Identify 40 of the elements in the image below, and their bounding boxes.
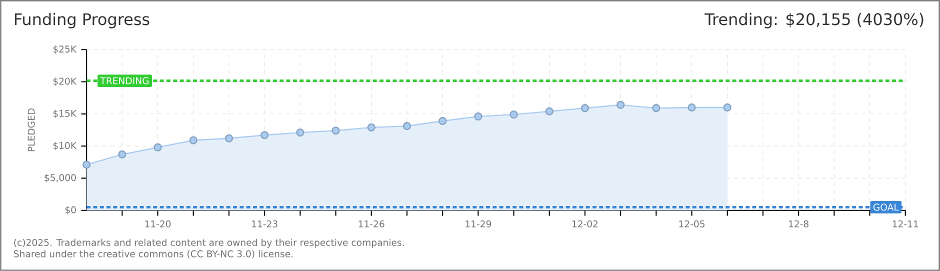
x-tick-label: 11-26 xyxy=(358,220,384,228)
point xyxy=(189,136,198,144)
point xyxy=(474,112,482,121)
x-tick-label: 12-05 xyxy=(679,220,704,228)
y-tick-label: $5,000 xyxy=(44,174,76,182)
point xyxy=(545,107,554,116)
point xyxy=(296,128,304,137)
x-tick-label: 12-11 xyxy=(892,220,918,228)
point xyxy=(688,103,696,112)
point xyxy=(723,103,732,112)
x-tick-label: 12-02 xyxy=(572,220,598,228)
x-tick-label: 12-8 xyxy=(789,220,808,228)
x-tick-label: 11-20 xyxy=(145,220,171,228)
point xyxy=(367,123,376,132)
point xyxy=(510,110,518,119)
y-tick-label: $10K xyxy=(53,142,77,150)
y-axis-title: PLEDGED xyxy=(28,108,35,152)
y-tick-label: $15K xyxy=(53,110,77,118)
text: (c)2025. Trademarks and related content are owned by their respective companies. xyxy=(14,238,404,248)
ref-line-label: GOAL xyxy=(873,204,899,211)
y-tick-label: $25K xyxy=(53,45,77,54)
y-tick-label: $20K xyxy=(53,78,77,86)
point xyxy=(332,126,340,135)
point xyxy=(154,143,162,152)
x-tick-label: 11-23 xyxy=(252,220,278,228)
point xyxy=(652,104,660,112)
point xyxy=(224,134,234,142)
point xyxy=(438,116,447,126)
chart-subtitle: Trending: $20,155 (4030%) xyxy=(704,12,924,28)
point xyxy=(118,150,126,159)
point xyxy=(82,160,91,169)
point xyxy=(580,104,590,112)
ref-line-label: TRENDING xyxy=(100,77,149,84)
point xyxy=(260,131,269,140)
text: Shared under the creative commons (CC BY-NC 3.0) license. xyxy=(14,250,293,258)
point xyxy=(402,122,412,130)
chart-title: Funding Progress xyxy=(14,12,150,28)
x-tick-label: 11-29 xyxy=(466,220,492,228)
point xyxy=(616,100,625,109)
y-tick-label: $0 xyxy=(65,206,76,215)
